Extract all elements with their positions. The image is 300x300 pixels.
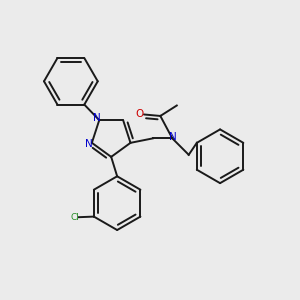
Text: Cl: Cl bbox=[71, 213, 80, 222]
Text: N: N bbox=[169, 133, 177, 142]
Text: O: O bbox=[136, 109, 144, 119]
Text: N: N bbox=[85, 139, 93, 149]
Text: N: N bbox=[93, 113, 101, 123]
